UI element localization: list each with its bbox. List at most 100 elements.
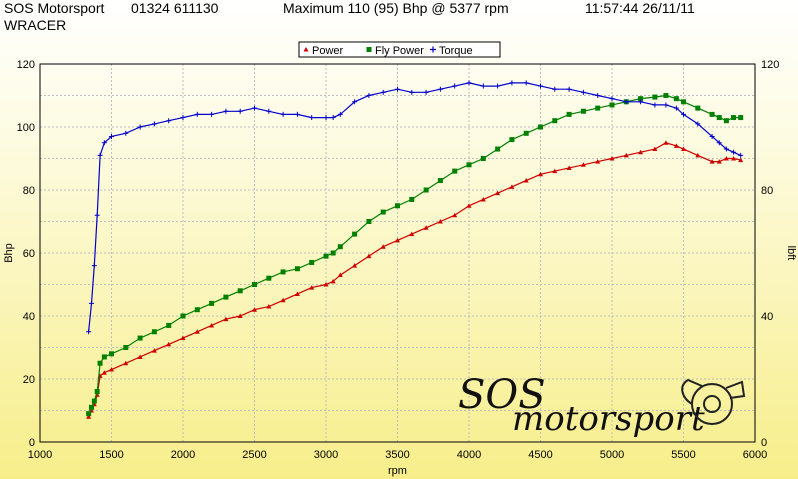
power-point bbox=[663, 140, 669, 145]
fly-power-point bbox=[223, 294, 229, 300]
torque-point bbox=[137, 124, 143, 130]
power-point bbox=[538, 171, 543, 177]
power-point bbox=[137, 354, 143, 359]
series-layer bbox=[86, 80, 744, 419]
power-point bbox=[337, 272, 343, 278]
fly-power-point bbox=[731, 115, 737, 121]
power-point bbox=[580, 162, 586, 167]
power-point bbox=[452, 212, 458, 218]
fly-power-point bbox=[352, 231, 358, 237]
fly-power-point bbox=[480, 156, 486, 161]
power-point bbox=[681, 146, 686, 152]
power-series bbox=[86, 140, 744, 419]
legend-box bbox=[298, 41, 501, 58]
power-point bbox=[480, 196, 486, 202]
x-tick-label: 3000 bbox=[314, 449, 338, 461]
x-tick-label: 5500 bbox=[671, 449, 695, 461]
power-point bbox=[323, 282, 329, 287]
torque-series bbox=[86, 80, 744, 335]
torque-point bbox=[480, 83, 486, 89]
turbo-icon bbox=[681, 378, 746, 425]
power-point bbox=[409, 231, 415, 237]
torque-point bbox=[294, 111, 300, 117]
torque-point bbox=[97, 152, 103, 158]
torque-point bbox=[681, 111, 686, 117]
power-point bbox=[595, 159, 601, 164]
torque-point bbox=[323, 115, 329, 121]
torque-point bbox=[309, 115, 315, 121]
torque-point bbox=[337, 111, 343, 117]
power-point bbox=[123, 360, 129, 366]
power-point bbox=[366, 253, 372, 259]
power-point bbox=[495, 190, 501, 196]
fly-power-point bbox=[166, 322, 172, 328]
torque-point bbox=[180, 115, 186, 121]
fly-power-point bbox=[209, 300, 215, 306]
logo-text-motorsport: motorsport bbox=[512, 399, 705, 439]
fly-power-point bbox=[366, 219, 372, 224]
power-point bbox=[86, 414, 92, 419]
torque-point bbox=[194, 111, 200, 117]
fly-power-point bbox=[716, 115, 722, 121]
power-point bbox=[352, 263, 358, 268]
company-name: SOS Motorsport bbox=[4, 0, 105, 16]
y-tick-label: 60 bbox=[23, 248, 35, 260]
torque-point bbox=[723, 146, 729, 152]
x-tick-label: 2500 bbox=[242, 449, 266, 461]
maximum-power-summary: Maximum 110 (95) Bhp @ 5377 rpm bbox=[283, 0, 509, 16]
fly-power-point bbox=[695, 105, 701, 111]
power-point bbox=[623, 152, 629, 158]
torque-point bbox=[731, 149, 737, 155]
torque-point bbox=[695, 121, 701, 127]
fly-power-point bbox=[709, 111, 715, 117]
fly-power-point bbox=[652, 94, 658, 100]
x-tick-label: 6000 bbox=[743, 449, 767, 461]
x-tick-label: 1000 bbox=[28, 449, 52, 461]
power-point bbox=[309, 285, 315, 290]
torque-point bbox=[437, 86, 443, 92]
torque-point bbox=[166, 118, 172, 124]
x-tick-label: 4500 bbox=[528, 449, 552, 461]
torque-point bbox=[252, 105, 257, 111]
fly-power-point bbox=[86, 411, 92, 417]
power-point bbox=[252, 307, 257, 312]
y-tick-label: 0 bbox=[29, 437, 35, 449]
legend: Power Fly Power Torque bbox=[298, 41, 501, 58]
fly-power-point bbox=[437, 178, 443, 184]
fly-power-point bbox=[723, 118, 729, 124]
torque-point bbox=[280, 111, 286, 117]
y2-tick-label: 40 bbox=[761, 311, 773, 323]
power-point bbox=[673, 143, 679, 148]
legend-label-fly-power: Fly Power bbox=[375, 45, 424, 57]
power-point bbox=[395, 237, 400, 243]
legend-label-torque: Torque bbox=[439, 45, 473, 57]
fly-power-point bbox=[123, 345, 129, 350]
power-point bbox=[466, 203, 472, 208]
fly-power-point bbox=[101, 354, 107, 360]
fly-power-point bbox=[237, 288, 243, 294]
legend-marker-power bbox=[303, 47, 309, 52]
torque-point bbox=[86, 329, 92, 335]
torque-point bbox=[94, 212, 100, 218]
fly-power-point bbox=[337, 244, 343, 250]
torque-point bbox=[109, 133, 114, 139]
y2-tick-label: 0 bbox=[761, 437, 767, 449]
power-point bbox=[609, 156, 615, 161]
fly-power-point bbox=[109, 351, 114, 357]
fly-power-point bbox=[194, 307, 200, 313]
power-point bbox=[566, 165, 572, 170]
fly-power-point bbox=[409, 196, 415, 202]
torque-point bbox=[366, 93, 372, 98]
x-tick-label: 5000 bbox=[600, 449, 624, 461]
fly-power-point bbox=[523, 130, 529, 136]
fly-power-point bbox=[151, 329, 157, 335]
torque-point bbox=[423, 89, 429, 95]
power-point bbox=[731, 156, 737, 161]
fly-power-point bbox=[495, 146, 501, 152]
torque-point bbox=[523, 80, 529, 86]
y-tick-label: 120 bbox=[17, 59, 35, 71]
torque-point bbox=[380, 89, 386, 95]
torque-point bbox=[495, 83, 501, 89]
power-point bbox=[237, 313, 243, 318]
